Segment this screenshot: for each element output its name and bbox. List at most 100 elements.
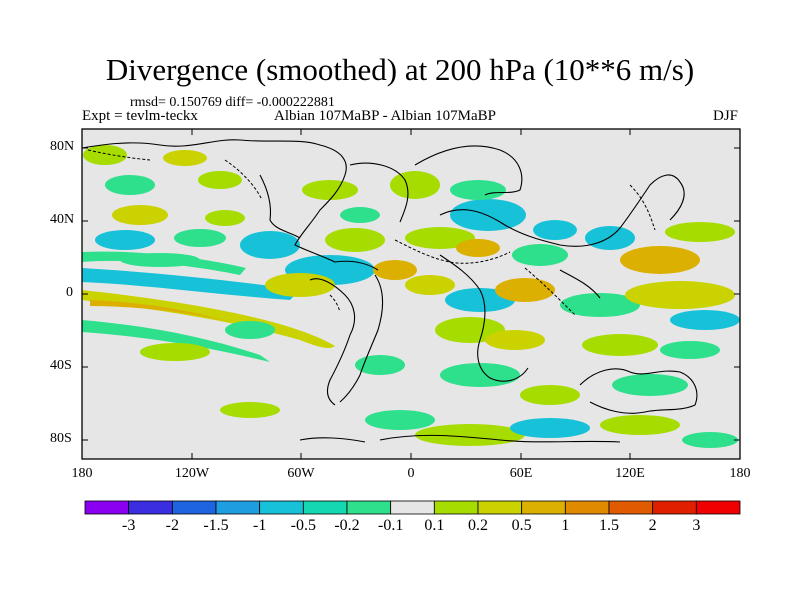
shelf-line: [329, 294, 341, 313]
lon-label: 180: [729, 466, 751, 481]
positive-region: [90, 300, 230, 322]
colorbar-swatch: [346, 500, 392, 515]
negative-region: [365, 410, 435, 430]
coastline: [439, 254, 529, 382]
negative-region: [612, 374, 688, 396]
shelf-line: [629, 184, 656, 231]
colorbar-label: 3: [692, 517, 701, 534]
colorbar-swatch: [215, 500, 261, 515]
colorbar-label: -0.2: [334, 517, 360, 534]
colorbar-swatch: [608, 500, 654, 515]
negative-region: [174, 229, 226, 247]
seaways: [87, 149, 656, 316]
case-label: Albian 107MaBP - Albian 107MaBP: [274, 108, 496, 124]
positive-region: [265, 273, 335, 297]
coastline: [349, 162, 409, 223]
positive-region: [140, 343, 210, 361]
positive-region: [456, 239, 500, 257]
coastline: [379, 434, 621, 443]
colorbar-label: 0.2: [468, 517, 488, 534]
lon-label: 60E: [509, 466, 533, 481]
negative-region: [682, 432, 738, 448]
colorbar-label: 1: [561, 517, 570, 534]
lon-label: 120W: [174, 466, 210, 481]
lat-label: 40N: [50, 212, 75, 227]
positive-region: [415, 424, 525, 446]
negative-region: [560, 293, 640, 317]
positive-region: [163, 150, 207, 166]
coastline: [414, 145, 523, 196]
positive-region: [625, 281, 735, 309]
negative-region: [355, 355, 405, 375]
coastline: [579, 368, 698, 414]
shelf-line: [87, 149, 151, 161]
lat-label: 80S: [50, 431, 72, 446]
coastline: [259, 174, 301, 239]
colorbar-swatch: [259, 500, 304, 515]
negative-region: [82, 320, 270, 362]
lon-label: 0: [407, 466, 415, 481]
negative-region: [512, 244, 568, 266]
colorbar-label: 2: [648, 517, 657, 534]
negative-region: [660, 341, 720, 359]
positive-region: [83, 145, 127, 165]
positive-region: [582, 334, 658, 356]
negative-region: [105, 175, 155, 195]
positive-region: [405, 275, 455, 295]
negative-region: [450, 180, 506, 200]
positive-region: [82, 290, 335, 348]
positive-region: [600, 415, 680, 435]
negative-region: [240, 231, 300, 259]
positive-region: [620, 246, 700, 274]
plot-title: Divergence (smoothed) at 200 hPa (10**6 …: [105, 52, 695, 87]
coastline: [309, 278, 356, 406]
lat-label: 0: [66, 285, 73, 300]
experiment-label: Expt = tevlm-teckx: [82, 108, 198, 124]
axis-ticks: [82, 129, 740, 459]
positive-region: [665, 222, 735, 242]
negative-region: [533, 220, 577, 240]
negative-region: [510, 418, 590, 438]
colorbar-label: -0.1: [377, 517, 404, 534]
positive-region: [198, 171, 242, 189]
negative-region: [82, 268, 300, 300]
coastline: [82, 139, 379, 271]
colorbar-label: -3: [121, 517, 136, 534]
colorbar-swatch: [564, 500, 610, 515]
positive-region: [302, 180, 358, 200]
colorbar-label: -1: [252, 517, 267, 534]
coastlines: [82, 139, 698, 443]
coastline: [339, 274, 384, 403]
colorbar-label: -0.5: [290, 517, 316, 534]
colorbar-label: 1.5: [599, 517, 619, 534]
lat-label: 80N: [50, 139, 75, 154]
shelf-line: [524, 267, 576, 316]
positive-region: [112, 205, 168, 225]
divergence-field: [82, 145, 740, 448]
negative-region: [95, 230, 155, 250]
positive-region: [405, 227, 475, 249]
positive-region: [373, 260, 417, 280]
positive-region: [325, 228, 385, 252]
positive-region: [520, 385, 580, 405]
colorbar-swatch: [171, 500, 217, 515]
coastline: [559, 269, 601, 299]
negative-region: [585, 226, 635, 250]
lat-label: 40S: [50, 358, 72, 373]
negative-region: [120, 253, 200, 267]
coastline: [439, 174, 685, 247]
negative-region: [450, 199, 526, 231]
colorbar: [84, 500, 741, 515]
colorbar-label: -2: [165, 517, 179, 534]
shelf-line: [224, 159, 263, 201]
lon-label: 180: [71, 466, 93, 481]
colorbar-swatch: [521, 500, 566, 515]
negative-region: [670, 310, 740, 330]
coastline: [299, 437, 366, 443]
colorbar-swatch: [302, 500, 348, 515]
colorbar-label: 0.5: [511, 517, 532, 534]
positive-region: [485, 330, 545, 350]
colorbar-swatch: [652, 500, 697, 515]
colorbar-swatch: [433, 500, 479, 515]
